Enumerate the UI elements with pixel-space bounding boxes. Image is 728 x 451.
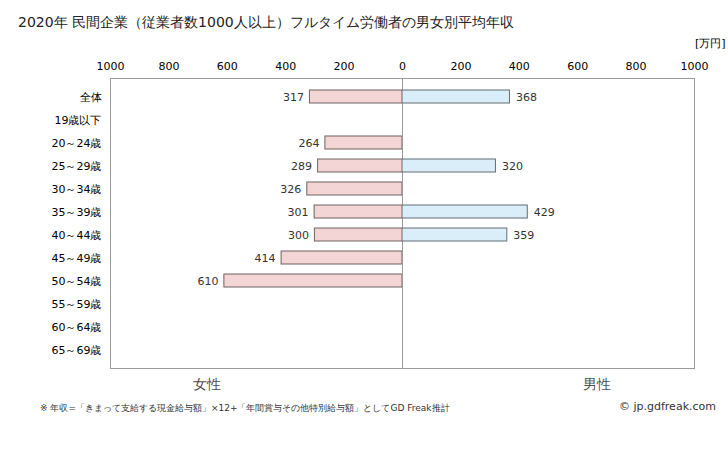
html-text:※ 年収=「きまって支給する現金給与額」×12+「年間賞与そ: ※ 年収=「きまって支給する現金給与額」×12+「年間賞与その他特別給与額」とし… (40, 403, 450, 413)
svg-text:30～34歳: 30～34歳 (52, 183, 102, 196)
svg-text:317: 317 (283, 91, 304, 104)
svg-text:264: 264 (298, 137, 319, 150)
svg-text:600: 600 (217, 60, 238, 73)
svg-text:359: 359 (513, 229, 534, 242)
svg-text:65～69歳: 65～69歳 (52, 344, 102, 357)
svg-text:19歳以下: 19歳以下 (55, 114, 102, 127)
svg-text:289: 289 (291, 160, 312, 173)
svg-text:35～39歳: 35～39歳 (52, 206, 102, 219)
svg-text:610: 610 (197, 275, 218, 288)
svg-text:[万円]: [万円] (695, 37, 726, 50)
svg-text:40～44歳: 40～44歳 (52, 229, 102, 242)
svg-text:45～49歳: 45～49歳 (52, 252, 102, 265)
svg-text:0: 0 (399, 60, 406, 73)
svg-text:800: 800 (626, 60, 647, 73)
html-text:2020年 民間企業（従業者数1000人以上）フルタイム労働: 2020年 民間企業（従業者数1000人以上）フルタイム労働者の男女別平均年収 (18, 14, 514, 30)
html-text:男性: 男性 (582, 376, 611, 392)
svg-text:55～59歳: 55～59歳 (52, 298, 102, 311)
svg-text:300: 300 (288, 229, 309, 242)
svg-text:320: 320 (502, 160, 523, 173)
svg-text:400: 400 (509, 60, 530, 73)
svg-text:全体: 全体 (80, 91, 102, 104)
svg-text:50～54歳: 50～54歳 (52, 275, 102, 288)
svg-text:60～64歳: 60～64歳 (52, 321, 102, 334)
svg-text:301: 301 (288, 206, 309, 219)
svg-text:600: 600 (567, 60, 588, 73)
svg-text:368: 368 (516, 91, 537, 104)
svg-text:200: 200 (334, 60, 355, 73)
html-text:© jp.gdfreak.com: © jp.gdfreak.com (619, 400, 716, 413)
svg-text:800: 800 (158, 60, 179, 73)
svg-text:400: 400 (275, 60, 296, 73)
svg-text:1000: 1000 (681, 60, 709, 73)
html-text:女性: 女性 (193, 376, 222, 392)
svg-text:1000: 1000 (97, 60, 125, 73)
svg-text:429: 429 (534, 206, 555, 219)
svg-text:414: 414 (255, 252, 276, 265)
svg-text:25～29歳: 25～29歳 (52, 160, 102, 173)
svg-text:20～24歳: 20～24歳 (52, 137, 102, 150)
svg-text:200: 200 (450, 60, 471, 73)
svg-text:326: 326 (280, 183, 301, 196)
